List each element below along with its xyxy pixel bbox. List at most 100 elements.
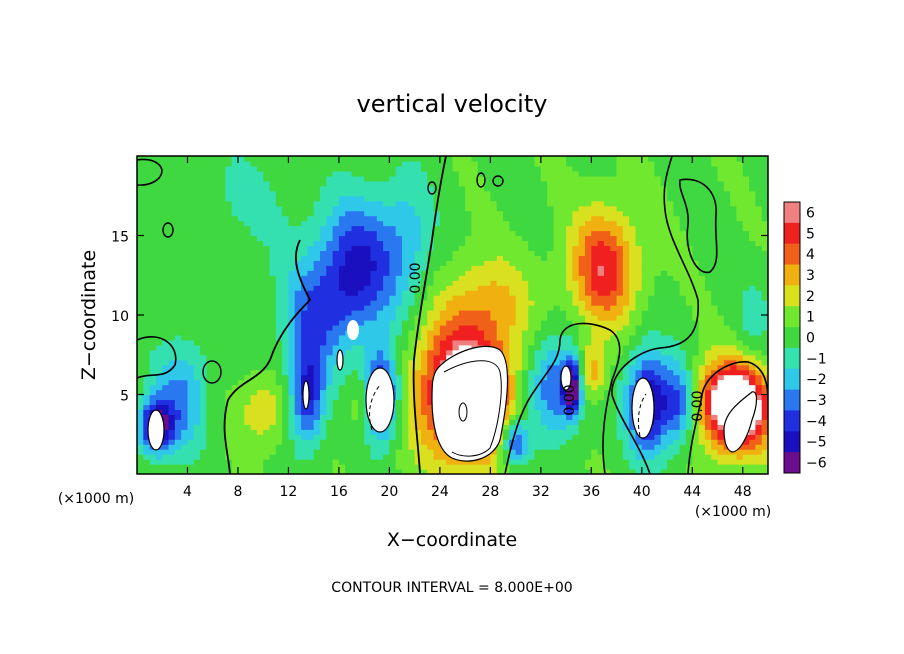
- field-cell: [313, 260, 321, 266]
- field-cell: [559, 454, 567, 460]
- field-cell: [439, 195, 447, 202]
- field-cell: [591, 185, 599, 192]
- field-cell: [446, 464, 454, 470]
- field-cell: [357, 384, 365, 391]
- field-cell: [597, 160, 605, 167]
- field-cell: [200, 324, 208, 331]
- field-cell: [162, 170, 170, 177]
- field-cell: [559, 156, 567, 162]
- field-cell: [414, 305, 422, 311]
- field-cell: [200, 384, 208, 391]
- field-cell: [578, 459, 586, 465]
- field-cell: [351, 354, 359, 361]
- field-cell: [155, 215, 163, 222]
- field-cell: [237, 329, 245, 336]
- field-cell: [408, 185, 416, 192]
- field-cell: [338, 315, 346, 321]
- field-cell: [484, 285, 491, 291]
- field-cell: [402, 215, 409, 222]
- field-cell: [547, 195, 555, 202]
- field-cell: [427, 255, 435, 261]
- field-cell: [420, 344, 428, 351]
- field-cell: [332, 250, 340, 256]
- field-cell: [572, 290, 580, 296]
- field-cell: [528, 409, 536, 415]
- field-cell: [332, 205, 340, 212]
- field-cell: [282, 156, 290, 162]
- field-cell: [244, 240, 252, 247]
- field-cell: [534, 230, 542, 237]
- field-cell: [319, 399, 327, 406]
- field-cell: [534, 205, 542, 212]
- field-cell: [364, 265, 372, 271]
- field-cell: [622, 205, 630, 212]
- field-cell: [212, 300, 220, 306]
- field-cell: [458, 230, 466, 237]
- field-cell: [193, 414, 201, 420]
- field-cell: [250, 230, 258, 237]
- field-cell: [181, 399, 189, 406]
- field-cell: [332, 459, 340, 465]
- field-cell: [193, 255, 201, 261]
- field-cell: [566, 260, 573, 266]
- field-cell: [256, 300, 264, 306]
- field-cell: [231, 175, 239, 182]
- field-cell: [181, 384, 189, 391]
- field-cell: [181, 369, 189, 376]
- field-cell: [269, 464, 277, 470]
- field-cell: [496, 225, 504, 232]
- field-cell: [509, 185, 517, 192]
- field-cell: [622, 305, 630, 311]
- field-cell: [250, 359, 258, 366]
- field-cell: [515, 205, 523, 212]
- field-cell: [433, 260, 441, 266]
- field-cell: [301, 240, 308, 247]
- field-cell: [566, 255, 573, 261]
- field-cell: [155, 324, 163, 331]
- field-cell: [427, 354, 435, 361]
- field-cell: [408, 310, 416, 316]
- field-cell: [389, 260, 397, 266]
- field-cell: [427, 275, 435, 281]
- field-cell: [250, 389, 258, 396]
- field-cell: [597, 354, 605, 361]
- field-cell: [566, 160, 573, 167]
- field-cell: [294, 195, 302, 202]
- field-cell: [351, 270, 359, 276]
- field-cell: [357, 449, 365, 455]
- field-cell: [490, 334, 498, 341]
- field-cell: [168, 170, 176, 177]
- field-cell: [559, 414, 567, 420]
- field-cell: [200, 334, 208, 341]
- field-cell: [162, 300, 170, 306]
- field-cell: [338, 156, 346, 162]
- field-cell: [162, 275, 170, 281]
- field-cell: [313, 339, 321, 346]
- field-cell: [427, 220, 435, 227]
- field-cell: [345, 449, 353, 455]
- field-cell: [540, 349, 548, 356]
- field-cell: [256, 424, 264, 430]
- field-cell: [446, 334, 454, 341]
- field-cell: [578, 344, 586, 351]
- field-cell: [408, 359, 416, 366]
- field-cell: [275, 200, 283, 207]
- field-cell: [231, 334, 239, 341]
- field-cell: [433, 454, 441, 460]
- field-cell: [338, 444, 346, 450]
- field-cell: [149, 469, 157, 474]
- field-cell: [288, 245, 296, 252]
- field-cell: [597, 394, 605, 401]
- field-cell: [578, 170, 586, 177]
- field-cell: [521, 260, 529, 266]
- field-cell: [275, 215, 283, 222]
- field-cell: [521, 394, 529, 401]
- field-cell: [345, 230, 353, 237]
- field-cell: [477, 334, 485, 341]
- field-cell: [465, 310, 473, 316]
- field-cell: [559, 444, 567, 450]
- field-cell: [439, 324, 447, 331]
- field-cell: [585, 285, 592, 291]
- field-cell: [395, 414, 403, 420]
- field-cell: [288, 230, 296, 237]
